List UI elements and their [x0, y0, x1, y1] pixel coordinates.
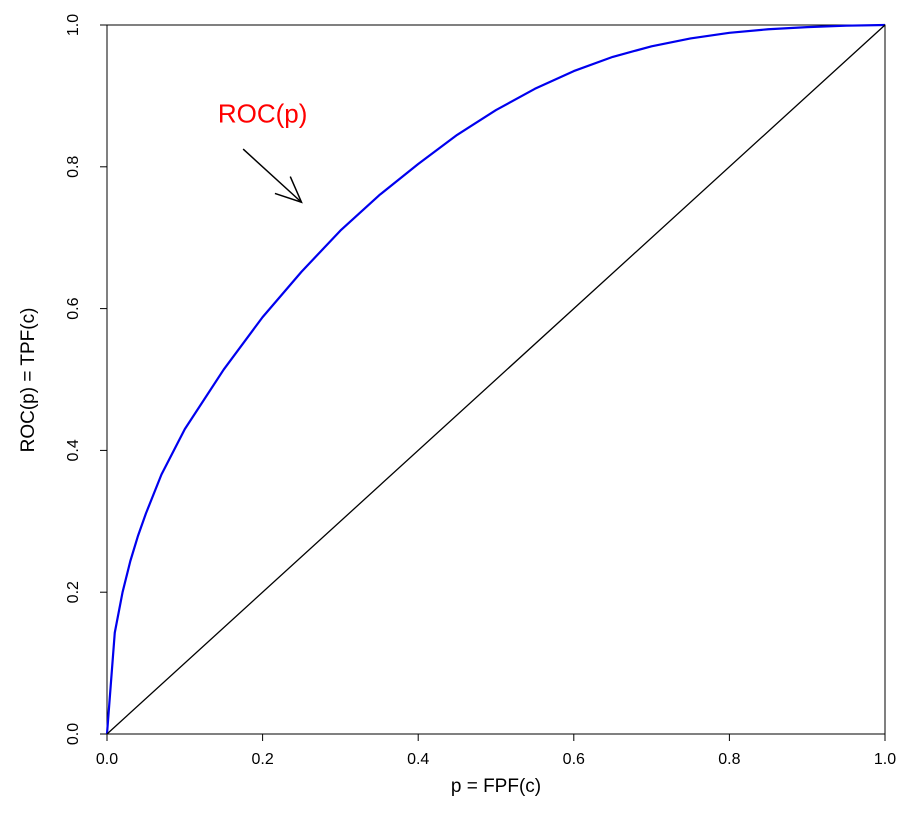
y-tick-label: 1.0	[65, 14, 82, 36]
y-tick-label: 0.0	[65, 723, 82, 745]
x-tick-label: 0.8	[718, 751, 740, 768]
x-tick-label: 0.6	[563, 751, 585, 768]
y-axis-title: ROC(p) = TPF(c)	[18, 308, 39, 453]
diagonal-reference-line	[106, 24, 886, 735]
x-tick-label: 1.0	[874, 751, 896, 768]
y-axis: 0.0 0.2 0.4 0.6 0.8 1.0	[65, 14, 107, 745]
annotation-layer: ROC(p)	[218, 99, 308, 204]
roc-curve-line	[105, 23, 886, 735]
y-tick-label: 0.6	[65, 297, 82, 319]
x-tick-label: 0.2	[251, 751, 273, 768]
x-tick-label: 0.0	[96, 751, 118, 768]
roc-annotation-label: ROC(p)	[218, 99, 308, 129]
annotation-arrow-shaft	[242, 148, 303, 203]
annotation-arrow-head	[274, 176, 303, 204]
x-axis: 0.0 0.2 0.4 0.6 0.8 1.0	[96, 734, 896, 768]
series-layer	[105, 23, 886, 735]
y-tick-label: 0.4	[65, 439, 82, 461]
x-axis-title: p = FPF(c)	[451, 776, 541, 797]
x-tick-label: 0.4	[407, 751, 429, 768]
y-tick-label: 0.2	[65, 581, 82, 603]
plot-frame	[106, 24, 886, 735]
y-tick-label: 0.8	[65, 156, 82, 178]
